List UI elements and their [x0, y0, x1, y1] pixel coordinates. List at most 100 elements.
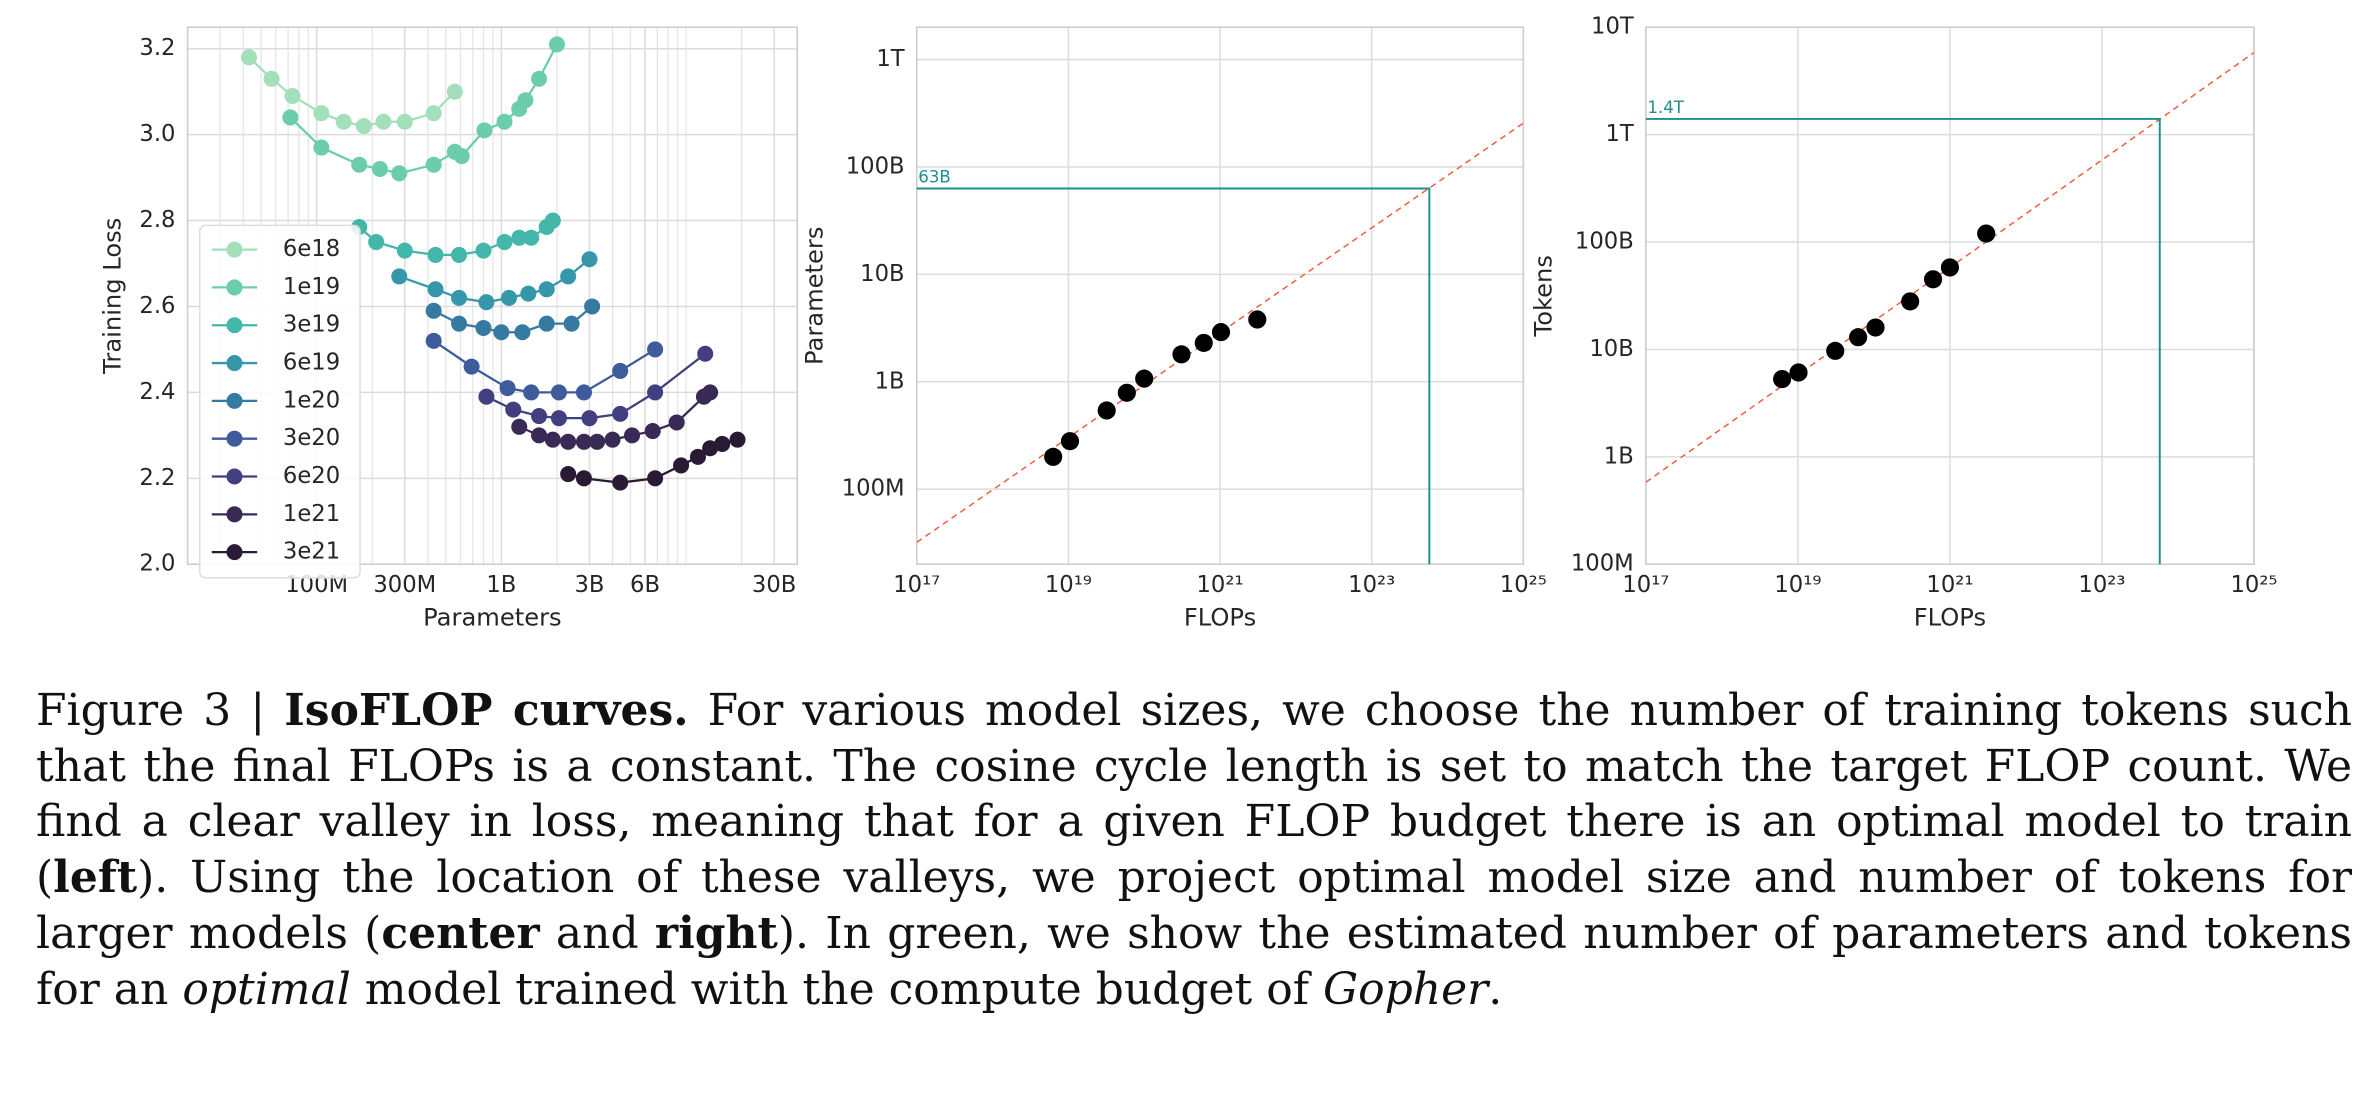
legend-marker	[226, 279, 243, 296]
point	[520, 285, 537, 302]
point	[368, 234, 385, 251]
point	[1097, 401, 1116, 420]
x-tick-label: 10²⁵	[1500, 572, 1547, 598]
point	[451, 315, 468, 332]
point	[514, 324, 531, 341]
point	[1923, 270, 1943, 289]
series-line	[248, 56, 456, 128]
projection-line	[1645, 117, 2161, 565]
point	[544, 431, 561, 448]
point	[581, 410, 598, 427]
point	[453, 148, 470, 165]
caption-text: For various model sizes, we choose the n…	[36, 685, 2352, 904]
point	[505, 401, 522, 418]
legend-marker	[226, 355, 243, 372]
point	[612, 474, 629, 491]
point	[575, 433, 592, 450]
caption-text: .	[1488, 963, 1503, 1015]
caption-text: ). Using the location of these valleys, …	[36, 852, 2352, 959]
point	[425, 302, 442, 319]
point	[1901, 292, 1920, 311]
legend-label: 3e20	[283, 425, 340, 451]
point	[612, 405, 629, 422]
point	[425, 156, 442, 173]
x-tick-label: 300M	[373, 572, 436, 598]
point	[604, 431, 621, 448]
legend-marker	[226, 544, 243, 561]
point	[313, 105, 330, 122]
point	[523, 384, 540, 401]
projection-label: 1.4T	[1647, 98, 1684, 117]
projection-label: 63B	[918, 167, 951, 186]
legend-marker	[226, 241, 243, 258]
point	[427, 246, 444, 263]
point	[427, 281, 444, 298]
y-tick-label: 10B	[1589, 336, 1633, 362]
point	[396, 242, 413, 259]
point	[647, 470, 664, 487]
legend-marker	[226, 506, 243, 523]
x-axis-label: FLOPs	[1184, 604, 1256, 632]
caption-text: optimal	[182, 963, 351, 1015]
y-axis-label: Tokens	[1530, 255, 1558, 337]
x-axis-label: Parameters	[423, 604, 561, 632]
caption-text: Gopher	[1322, 963, 1489, 1015]
legend-marker	[226, 317, 243, 334]
point	[531, 427, 548, 444]
y-axis-label: Training Loss	[98, 218, 126, 375]
point	[550, 410, 567, 427]
point	[1940, 258, 1960, 277]
point	[584, 298, 601, 315]
point	[511, 229, 528, 246]
y-tick-label: 3.0	[139, 121, 175, 147]
figure: 2.0 2.2 2.4 2.6 2.8 3.0 3.2 100M 300M 1B 3B 6B 30B Pa…	[98, 14, 2277, 632]
point	[1773, 369, 1792, 389]
x-tick-label: 6B	[630, 572, 660, 598]
point	[478, 388, 495, 405]
x-tick-label: 10¹⁷	[893, 572, 940, 598]
point	[451, 246, 468, 263]
y-tick-label: 10T	[1591, 14, 1634, 40]
legend-label: 1e20	[283, 387, 340, 413]
point	[1194, 333, 1213, 352]
legend-marker	[226, 468, 243, 485]
point	[538, 281, 555, 298]
x-tick-label: 10²³	[1348, 572, 1395, 598]
point	[1849, 328, 1868, 347]
point	[475, 319, 492, 336]
point	[475, 242, 492, 259]
point	[496, 234, 513, 251]
point	[1172, 345, 1191, 364]
caption: Figure 3 | IsoFLOP curves. For various m…	[36, 683, 2352, 1017]
point	[463, 358, 480, 375]
point	[1060, 432, 1080, 451]
point	[560, 433, 577, 450]
plot-frame	[1645, 26, 2255, 566]
caption-text: model trained with the compute budget of	[350, 963, 1323, 1015]
legend-label: 1e21	[283, 501, 340, 527]
y-tick-label: 10B	[860, 261, 904, 287]
point	[531, 408, 548, 425]
point	[1117, 383, 1136, 402]
y-tick-label: 1B	[875, 368, 905, 394]
point	[500, 289, 518, 306]
legend-label: 6e19	[283, 350, 340, 376]
point	[673, 457, 690, 474]
point	[1135, 369, 1154, 388]
caption-text: and	[539, 907, 655, 959]
point	[697, 345, 714, 362]
caption-text: IsoFLOP curves.	[284, 685, 689, 736]
point	[263, 70, 280, 87]
point	[538, 315, 555, 332]
point	[550, 384, 567, 401]
point	[560, 268, 577, 285]
point	[351, 156, 368, 173]
x-tick-label: 3B	[574, 572, 604, 598]
point	[478, 294, 495, 311]
point	[493, 324, 510, 341]
legend-box	[198, 224, 361, 579]
caption-text: Figure 3 |	[36, 685, 285, 736]
point	[702, 384, 719, 401]
y-tick-label: 100B	[846, 153, 905, 179]
